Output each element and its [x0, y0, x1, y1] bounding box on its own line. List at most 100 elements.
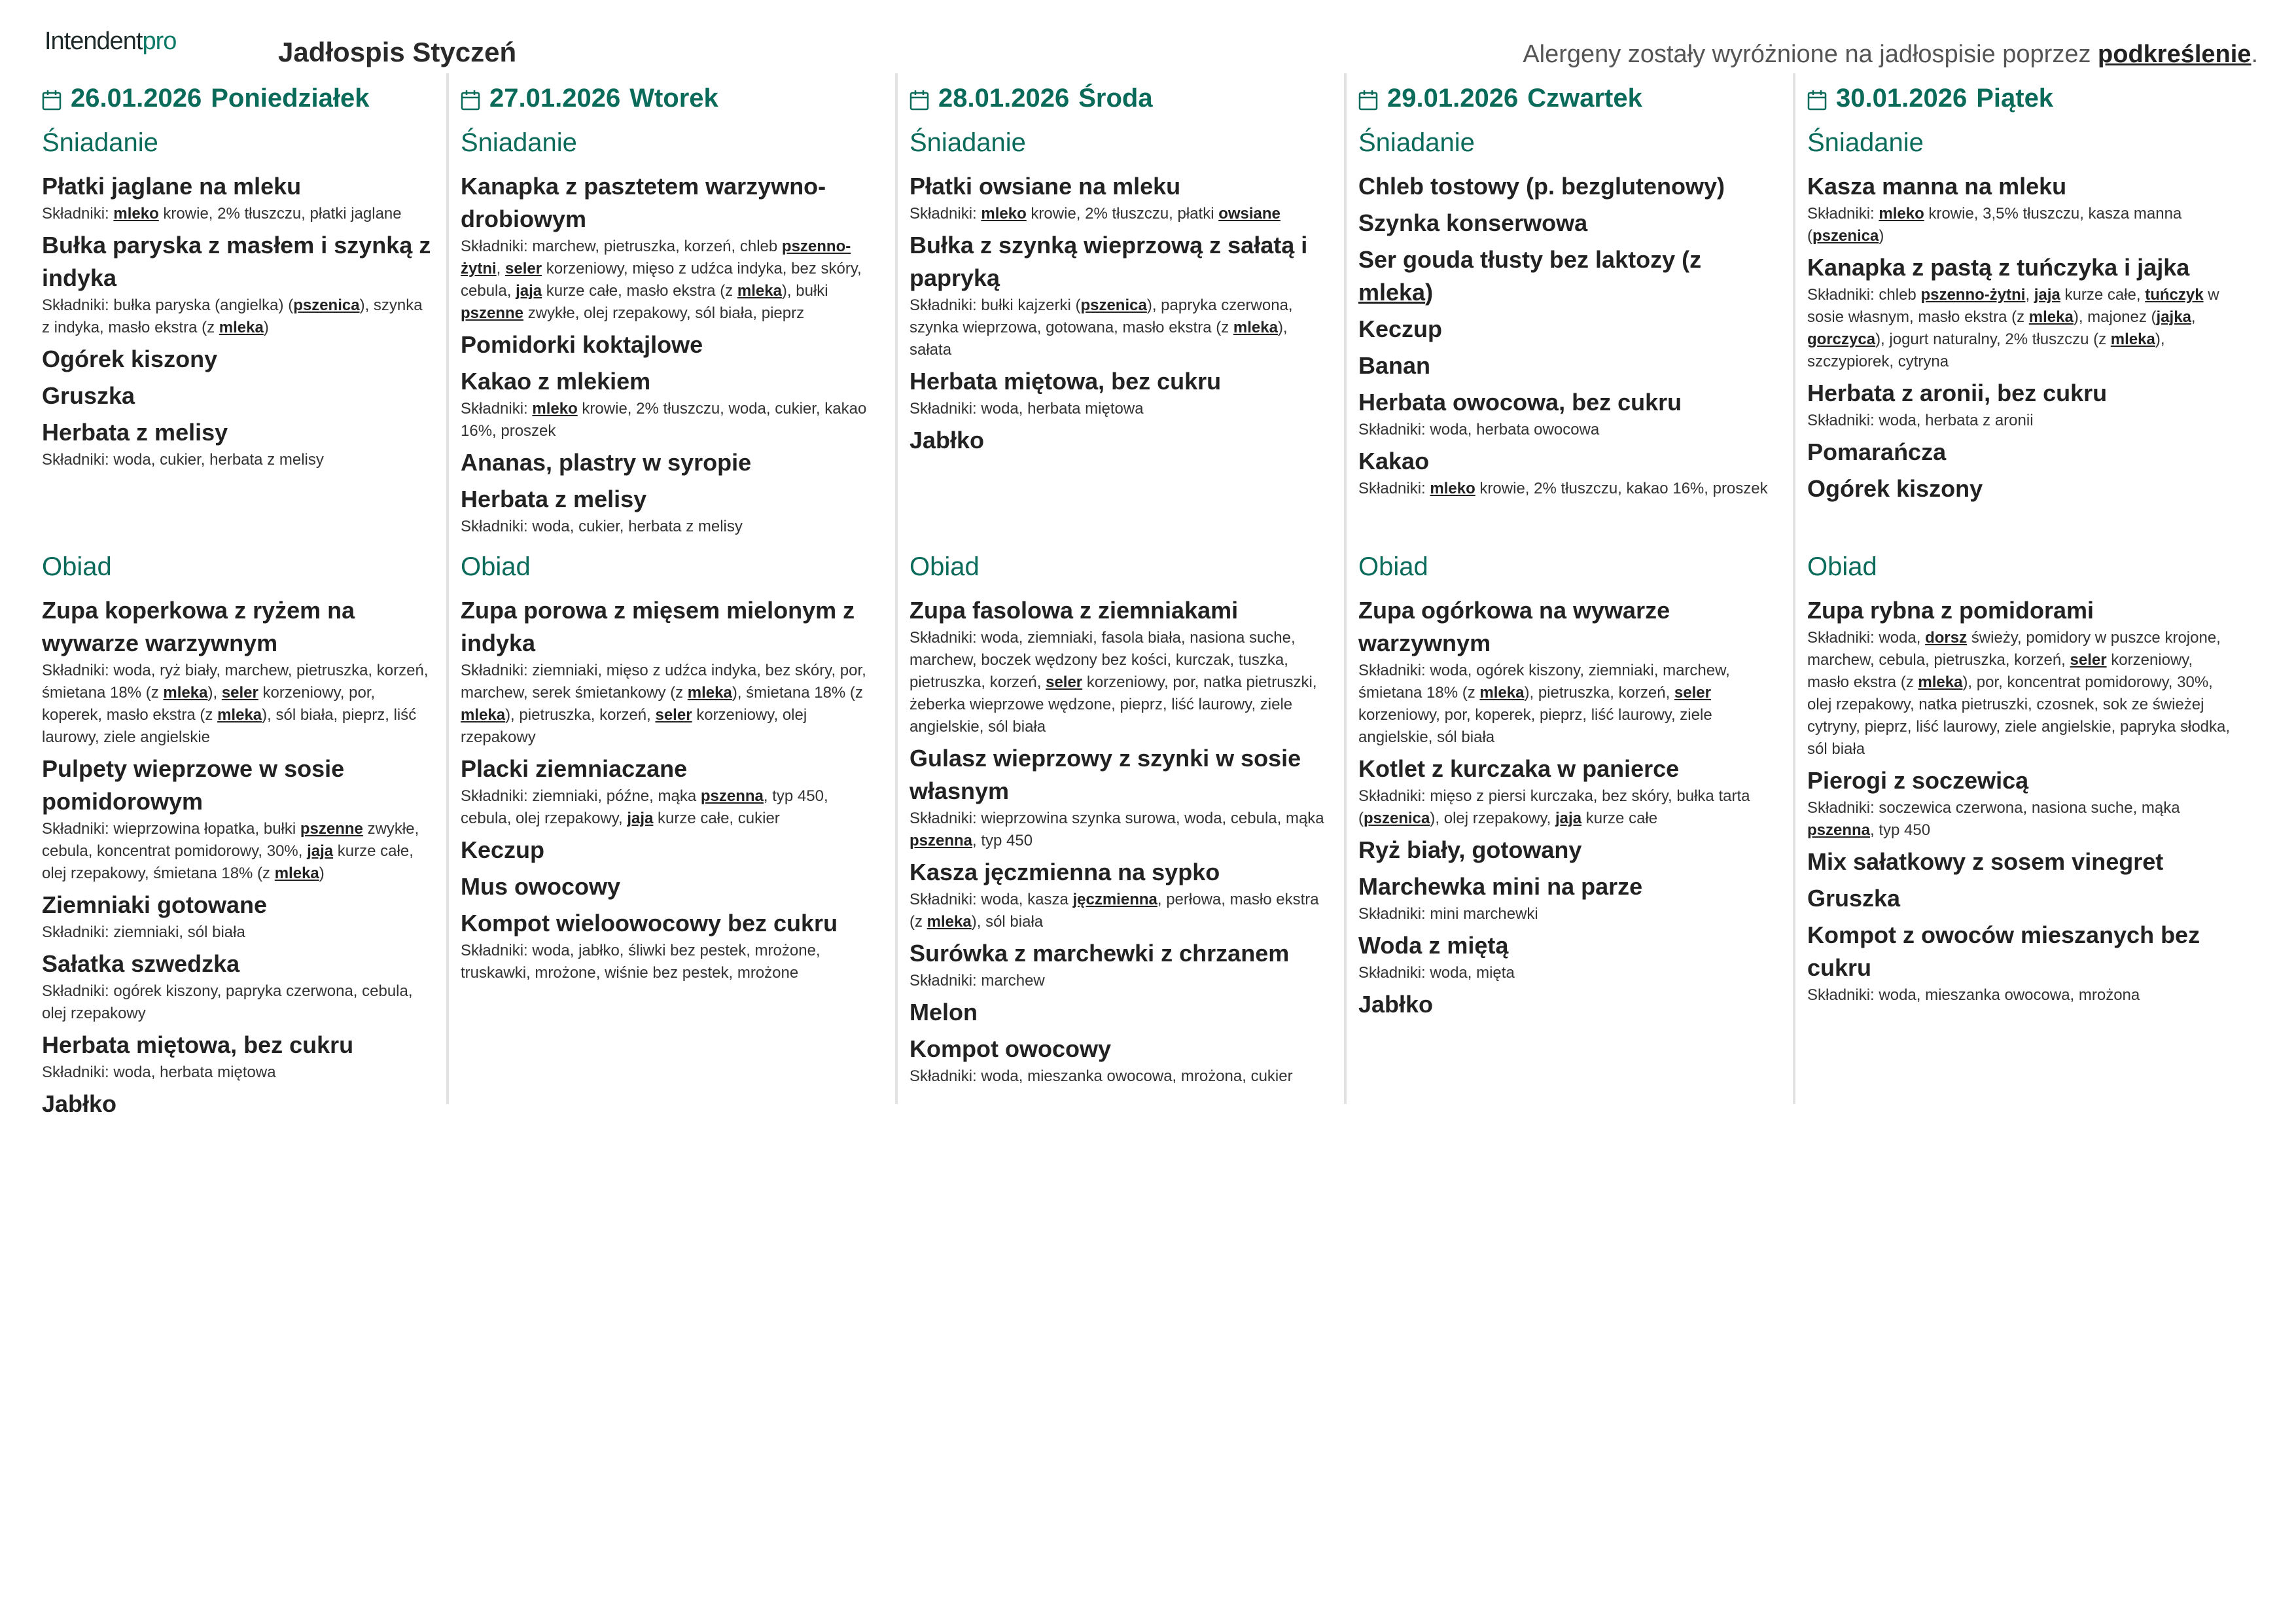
- text-segment: Kakao: [1358, 448, 1430, 474]
- allergen: seler: [655, 706, 692, 724]
- allergen: mleka: [1918, 673, 1963, 691]
- ingredients-label: Składniki:: [910, 296, 981, 314]
- text-segment: Pomarańcza: [1807, 438, 1947, 465]
- dish-ingredients: Składniki: woda, cukier, herbata z melis…: [42, 449, 433, 471]
- text-segment: korzeniowy, por, natka pietruszki, żeber…: [910, 673, 1317, 736]
- text-segment: Chleb tostowy (p. bezglutenowy): [1358, 173, 1725, 200]
- allergen: mleko: [1430, 480, 1475, 497]
- ingredients-label: Składniki:: [461, 518, 533, 535]
- text-segment: marchew: [981, 972, 1045, 990]
- allergen: gorczyca: [1807, 330, 1876, 348]
- text-segment: w sosie własnym, masło ekstra (z: [1807, 286, 2219, 326]
- text-segment: , typ 450: [972, 832, 1033, 849]
- text-segment: Keczup: [461, 836, 545, 863]
- text-segment: , typ 450: [1870, 821, 1931, 839]
- allergen: pszenica: [293, 296, 360, 314]
- text-segment: woda, ziemniaki, fasola biała, nasiona s…: [910, 629, 1296, 691]
- ingredients-label: Składniki:: [1358, 905, 1430, 923]
- dish-ingredients: Składniki: woda, mięta: [1358, 962, 1780, 984]
- text-segment: bułka paryska (angielka) (: [113, 296, 294, 314]
- dish-name: Kakao z mlekiem: [461, 365, 882, 398]
- day-weekday: Wtorek: [629, 83, 718, 113]
- text-segment: ), papryka czerwona, szynka wieprzowa, g…: [910, 296, 1293, 336]
- ingredients-label: Składniki:: [910, 810, 981, 827]
- text-segment: , typ 450, cebula, olej rzepakowy,: [461, 787, 828, 827]
- text-segment: krowie, 3,5% tłuszczu, kasza manna (: [1807, 205, 2182, 245]
- dish-name: Zupa koperkowa z ryżem na wywarze warzyw…: [42, 594, 433, 660]
- dish-name: Ser gouda tłusty bez laktozy (z mleka): [1358, 243, 1780, 309]
- ingredients-label: Składniki:: [42, 296, 114, 314]
- text-segment: Zupa koperkowa z ryżem na wywarze warzyw…: [42, 597, 355, 656]
- dish-name: Kompot z owoców mieszanych bez cukru: [1807, 919, 2231, 984]
- ingredients-label: Składniki:: [1807, 205, 1879, 223]
- text-segment: ): [319, 865, 325, 882]
- meal-heading: Śniadanie: [1807, 128, 1924, 157]
- allergen: seler: [2070, 651, 2107, 669]
- ingredients-label: Składniki:: [1358, 480, 1430, 497]
- dish-name: Kasza manna na mleku: [1807, 170, 2231, 203]
- allergen: pszenne: [300, 820, 363, 838]
- text-segment: woda, jabłko, śliwki bez pestek, mrożone…: [461, 942, 821, 982]
- text-segment: Gruszka: [42, 382, 135, 409]
- text-segment: Jabłko: [910, 427, 985, 454]
- allergen: mleka: [163, 684, 208, 702]
- dish-ingredients: Składniki: woda, kasza jęczmienna, perło…: [910, 889, 1331, 933]
- day-column: 26.01.2026 Poniedziałek Śniadanie Płatki ja…: [0, 73, 449, 1117]
- dish-name: Kanapka z pasztetem warzywno-drobiowym: [461, 170, 882, 236]
- dish-name: Marchewka mini na parze: [1358, 870, 1780, 903]
- day-header: 30.01.2026 Piątek: [1807, 77, 2231, 119]
- text-segment: woda, ogórek kiszony, ziemniaki, marchew…: [1358, 662, 1730, 702]
- dish-ingredients: Składniki: marchew, pietruszka, korzeń, …: [461, 236, 882, 325]
- dish-name: Zupa rybna z pomidorami: [1807, 594, 2231, 627]
- meal-heading: Śniadanie: [910, 128, 1026, 157]
- text-segment: ziemniaki, późne, mąka: [532, 787, 701, 805]
- ingredients-label: Składniki:: [1807, 986, 1879, 1004]
- text-segment: ogórek kiszony, papryka czerwona, cebula…: [42, 982, 413, 1022]
- allergen: mleko: [113, 205, 159, 223]
- allergen: pszenne: [461, 304, 524, 322]
- dish-ingredients: Składniki: woda, ziemniaki, fasola biała…: [910, 627, 1331, 738]
- text-segment: mini marchewki: [1430, 905, 1538, 923]
- text-segment: korzeniowy, mięso z udźca indyka, bez sk…: [461, 260, 862, 300]
- text-segment: Marchewka mini na parze: [1358, 873, 1643, 900]
- ingredients-label: Składniki:: [461, 662, 533, 679]
- ingredients-label: Składniki:: [1807, 629, 1879, 647]
- logo: Intendentpro: [44, 27, 177, 56]
- dish-name: Herbata z aronii, bez cukru: [1807, 377, 2231, 410]
- ingredients-label: Składniki:: [461, 400, 533, 418]
- text-segment: Kompot z owoców mieszanych bez cukru: [1807, 921, 2200, 981]
- dish-name: Ziemniaki gotowane: [42, 889, 433, 921]
- text-segment: Mix sałatkowy z sosem vinegret: [1807, 848, 2164, 875]
- dish-name: Mix sałatkowy z sosem vinegret: [1807, 846, 2231, 878]
- day-column: 29.01.2026 Czwartek Śniadanie Chleb tostowy…: [1347, 73, 1795, 1104]
- ingredients-label: Składniki:: [1807, 799, 1879, 817]
- dish-name: Woda z miętą: [1358, 929, 1780, 962]
- dish-name: Mus owocowy: [461, 870, 882, 903]
- text-segment: krowie, 2% tłuszczu, płatki: [1026, 205, 1219, 223]
- ingredients-label: Składniki:: [42, 923, 114, 941]
- text-segment: Herbata owocowa, bez cukru: [1358, 389, 1682, 416]
- dish-ingredients: Składniki: woda, cukier, herbata z melis…: [461, 516, 882, 538]
- allergen: jaja: [307, 842, 334, 860]
- day-header: 29.01.2026 Czwartek: [1358, 77, 1780, 119]
- text-segment: woda, kasza: [981, 891, 1073, 908]
- text-segment: Pulpety wieprzowe w sosie pomidorowym: [42, 755, 345, 815]
- text-segment: Kasza manna na mleku: [1807, 173, 2067, 200]
- allergen: seler: [221, 684, 258, 702]
- allergen-note-emphasis: podkreślenie: [2098, 41, 2252, 68]
- meal-section-lunch: Obiad Zupa koperkowa z ryżem na wywarze w…: [42, 552, 433, 1120]
- text-segment: Jabłko: [1358, 991, 1434, 1018]
- text-segment: Szynka konserwowa: [1358, 209, 1588, 236]
- day-weekday: Czwartek: [1527, 83, 1642, 113]
- allergen: pszenica: [1080, 296, 1147, 314]
- text-segment: woda, ryż biały, marchew, pietruszka, ko…: [42, 662, 429, 702]
- text-segment: ), sól biała, pieprz, liść laurowy, ziel…: [42, 706, 417, 746]
- dish-name: Kompot wieloowocowy bez cukru: [461, 907, 882, 940]
- text-segment: ), sałata: [910, 319, 1288, 359]
- dish-name: Herbata z melisy: [461, 483, 882, 516]
- meal-section-lunch: Obiad Zupa ogórkowa na wywarze warzywnym S…: [1358, 552, 1780, 1021]
- allergen: seler: [505, 260, 542, 277]
- text-segment: Płatki owsiane na mleku: [910, 173, 1181, 200]
- text-segment: Pierogi z soczewicą: [1807, 767, 2029, 794]
- text-segment: bułki kajzerki (: [981, 296, 1081, 314]
